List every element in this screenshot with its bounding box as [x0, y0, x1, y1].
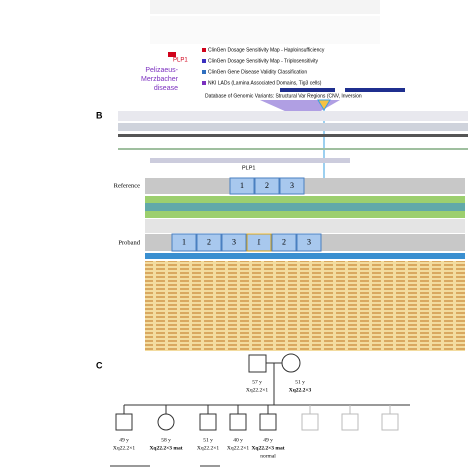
- segment-label: 1: [240, 181, 244, 190]
- track-label: ClinGen Dosage Sensitivity Map - Triplos…: [208, 58, 319, 64]
- panel-c: C 57 y Xq22.2×1 51 y Xq22.2×3 49 y Xq22.2…: [96, 353, 410, 467]
- track: [118, 134, 468, 137]
- ideogram: [118, 123, 468, 131]
- disease: Pelizaeus-: [145, 67, 178, 74]
- row-label: Reference: [114, 182, 140, 189]
- segment-label: 2: [207, 237, 211, 246]
- segment-box: [229, 177, 255, 195]
- bar: [280, 88, 335, 92]
- segment-box: [271, 233, 297, 252]
- segment-box: [279, 177, 305, 195]
- age: 40 y: [233, 437, 243, 443]
- segment-label: 2: [282, 237, 286, 246]
- segment-label: 3: [307, 237, 311, 246]
- segment-box: [171, 233, 197, 252]
- marker: [168, 52, 176, 57]
- male: [259, 413, 277, 431]
- gene-label: PLP1: [173, 58, 188, 64]
- male: [341, 413, 359, 431]
- father: [248, 354, 267, 373]
- male: [115, 413, 133, 431]
- track: [118, 148, 468, 150]
- segment-label: 1: [182, 237, 186, 246]
- segment-box: [296, 233, 322, 252]
- swatch: [202, 81, 206, 85]
- track-label: Database of Genomic Variants: Structural…: [205, 93, 362, 99]
- panel-label: B: [96, 110, 103, 120]
- disease: Merzbacher: [141, 76, 179, 83]
- row-label: Proband: [118, 239, 140, 246]
- age: 49 y: [263, 437, 273, 443]
- karyotype: Xq22.2×3 mat: [149, 445, 182, 451]
- bar: [345, 88, 405, 92]
- karyotype: Xq22.2×1: [227, 445, 249, 451]
- segment-box: [254, 177, 280, 195]
- segment-box: [221, 233, 247, 252]
- age: 51 y: [295, 379, 305, 385]
- disease: disease: [154, 85, 178, 92]
- coverage: [145, 203, 465, 211]
- reference-bar: [145, 178, 465, 194]
- segments: 1 2 3 1 2 3: [171, 233, 322, 252]
- coverage: [145, 253, 465, 259]
- track-label: NKI LADs (Lamina Associated Domains, Tig…: [208, 80, 322, 86]
- reads: [145, 261, 465, 351]
- track-label: ClinGen Dosage Sensitivity Map - Haploin…: [208, 47, 325, 53]
- male: [301, 413, 319, 431]
- segments: 1 2 3: [229, 177, 305, 195]
- karyotype: Xq22.2×1: [113, 445, 135, 451]
- note: normal: [260, 453, 276, 459]
- male: [229, 413, 247, 431]
- segment-label: 2: [265, 181, 269, 190]
- toolbar: [118, 111, 468, 121]
- panel-label: C: [96, 360, 103, 370]
- segment-box: [196, 233, 222, 252]
- arrow: [317, 99, 331, 111]
- age: 49 y: [119, 437, 129, 443]
- segment-label: 3: [290, 181, 294, 190]
- age: 51 y: [203, 437, 213, 443]
- segment-label: 3: [232, 237, 236, 246]
- gene-label: PLP1: [242, 165, 255, 171]
- female: [157, 413, 175, 431]
- male: [381, 413, 399, 431]
- track: [150, 158, 350, 163]
- swatch: [202, 70, 206, 74]
- age: 57 y: [252, 379, 262, 385]
- panel-a: PLP1 Pelizaeus- Merzbacher disease ClinG…: [141, 0, 405, 185]
- karyotype: Xq22.2×1: [197, 445, 219, 451]
- age: 58 y: [161, 437, 171, 443]
- karyotype: Xq22.2×3 mat: [251, 445, 284, 451]
- segment-label: 1: [257, 237, 261, 246]
- segment-box: [246, 233, 272, 252]
- karyotype: Xq22.2×3: [289, 387, 312, 393]
- track-label: ClinGen Gene Disease Validity Classifica…: [208, 69, 307, 75]
- track-area: [150, 16, 380, 44]
- header-strip: [150, 0, 380, 14]
- male: [199, 413, 217, 431]
- karyotype: Xq22.2×1: [246, 387, 268, 393]
- swatch: [202, 59, 206, 63]
- mother: [281, 353, 301, 373]
- alignment: [145, 219, 465, 233]
- children: 49 y Xq22.2×1 58 y Xq22.2×3 mat 51 y Xq22.2×1…: [110, 405, 399, 467]
- cnv-cluster: [260, 100, 340, 120]
- panel-b: B PLP1 Reference 1 2 3 Proband 1 2 3 1 2 3: [96, 110, 468, 351]
- swatch: [202, 48, 206, 52]
